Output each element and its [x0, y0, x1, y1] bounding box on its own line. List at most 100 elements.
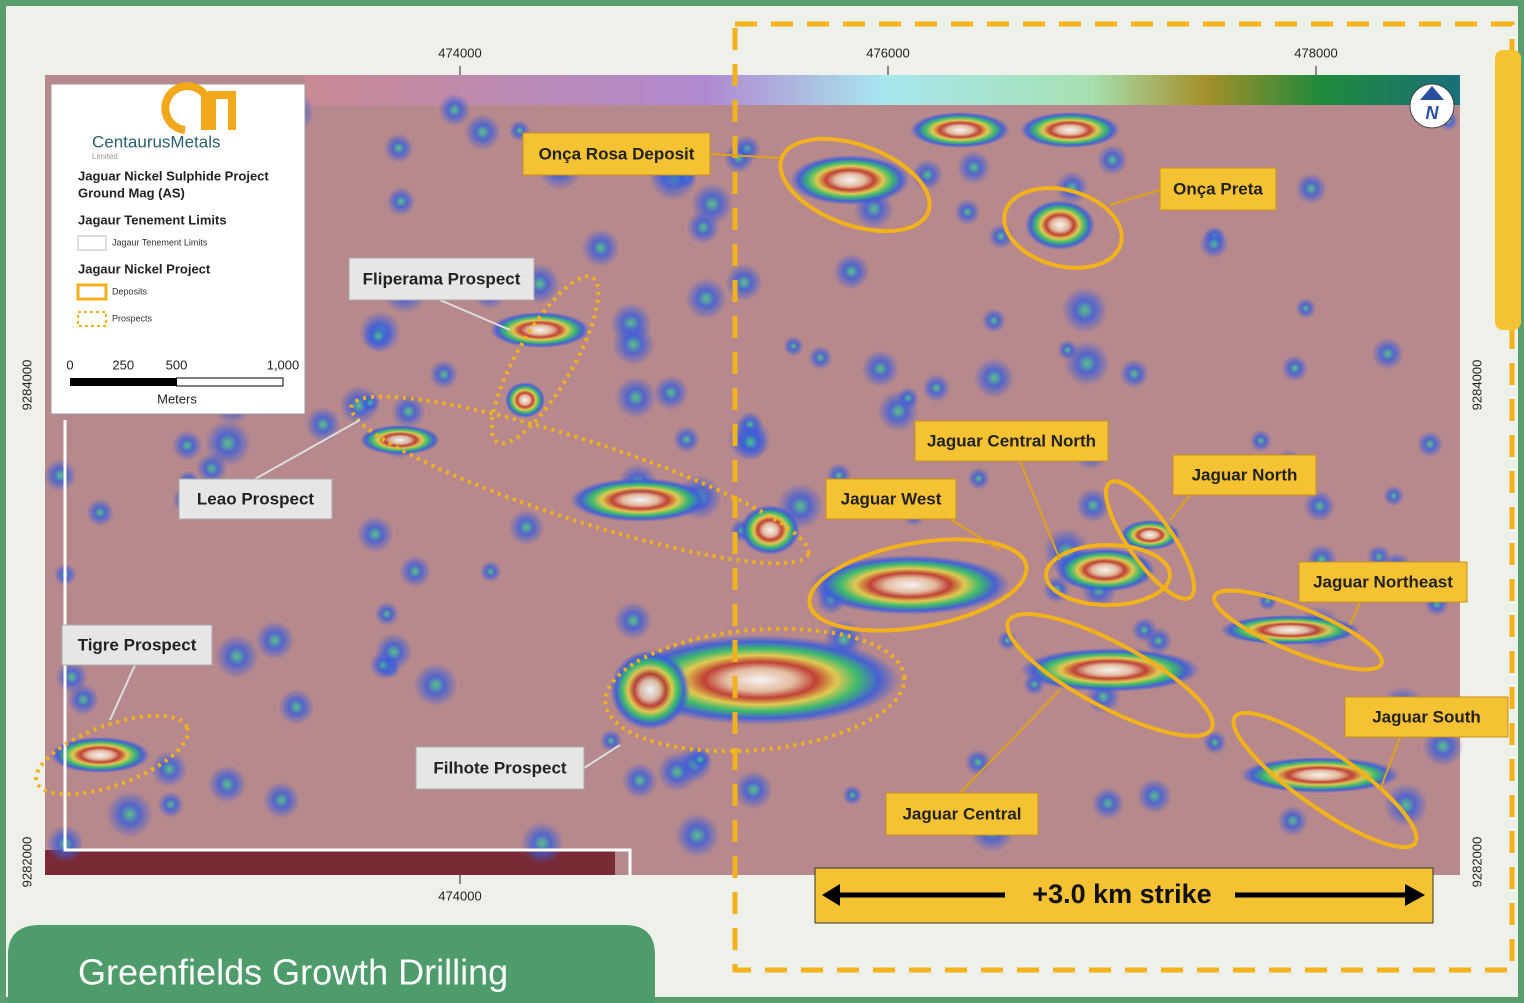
logo-mark — [161, 82, 236, 134]
legend-item: Prospects — [112, 313, 153, 323]
scale-tick-label: 500 — [166, 357, 188, 372]
scale-tick-label: 0 — [66, 357, 73, 372]
strike-text: +3.0 km strike — [1032, 879, 1211, 909]
anomaly — [653, 375, 689, 411]
coordinate-label: 9282000 — [19, 837, 34, 888]
anomaly — [383, 133, 414, 164]
label-box — [1344, 696, 1509, 738]
label-box — [825, 478, 957, 520]
anomaly — [570, 478, 710, 522]
north-arrow-head — [1420, 86, 1444, 100]
label-box — [61, 624, 213, 666]
north-arrow — [1409, 83, 1455, 129]
label-text: Jaguar West — [841, 489, 942, 508]
anomaly — [688, 747, 712, 771]
anomaly — [1240, 757, 1400, 793]
scale-tick-label: 1,000 — [267, 357, 300, 372]
anomaly — [613, 601, 653, 640]
prospect-outline — [349, 394, 811, 566]
label-box — [415, 746, 585, 790]
leader-line — [1349, 601, 1361, 626]
label-box — [1172, 454, 1317, 496]
anomaly — [479, 560, 502, 583]
leader-line — [1379, 736, 1401, 791]
anomaly — [1220, 615, 1360, 645]
logo-sub: Limited — [92, 152, 118, 161]
anomaly — [1202, 730, 1227, 755]
legend-swatch — [77, 311, 107, 327]
anomaly — [1295, 298, 1317, 319]
legend-item: Jagaur Tenement Limits — [112, 237, 208, 247]
anomaly — [195, 452, 228, 485]
anomaly — [1295, 172, 1327, 205]
anomaly — [214, 634, 259, 679]
coordinate-label: 474000 — [438, 45, 481, 60]
footer-text: Greenfields Growth Drilling — [78, 952, 508, 993]
anomaly — [725, 263, 763, 302]
anomaly — [896, 386, 920, 410]
labels: Onça Rosa Deposit Onça Preta Fliperama Pro… — [61, 132, 1509, 836]
anomaly — [1057, 339, 1078, 361]
anomaly — [43, 458, 77, 492]
anomaly — [359, 392, 381, 413]
anomaly — [1416, 430, 1444, 458]
anomaly — [620, 635, 900, 725]
anomaly — [374, 632, 413, 671]
anomaly — [833, 253, 870, 290]
anomaly — [657, 751, 698, 792]
scale-unit: Meters — [157, 391, 197, 406]
coordinate-label: 9284000 — [19, 360, 34, 411]
prospect-outline — [489, 274, 601, 446]
anomaly — [808, 345, 833, 370]
leader-line — [439, 299, 511, 331]
anomaly — [360, 425, 440, 455]
leader-line — [1109, 189, 1161, 206]
prospect-outline — [603, 626, 907, 754]
deposit-outline — [1044, 543, 1172, 607]
leader-line — [949, 518, 1001, 551]
leader-line — [254, 419, 361, 480]
anomaly — [740, 505, 800, 555]
anomaly — [106, 790, 154, 838]
anomaly — [956, 150, 991, 185]
deposit-outline — [1231, 710, 1419, 850]
anomaly — [612, 322, 655, 366]
label-text: Fliperama Prospect — [363, 269, 521, 288]
anomaly — [685, 277, 728, 320]
anomaly — [1120, 520, 1180, 550]
anomaly — [1119, 358, 1150, 389]
label-box — [885, 792, 1039, 836]
anomaly — [171, 430, 203, 461]
scale-black — [70, 378, 177, 386]
anomaly — [674, 812, 720, 858]
anomaly — [723, 143, 754, 174]
anomaly — [1199, 228, 1229, 259]
anomaly — [733, 424, 769, 461]
anomaly — [973, 357, 1015, 399]
north-label: N — [1426, 103, 1440, 123]
deposit-outline — [807, 537, 1029, 633]
strike-arrow-head — [1405, 884, 1425, 906]
label-text: Jaguar South — [1372, 707, 1481, 726]
legend-heading: Jagaur Tenement Limits — [78, 212, 227, 227]
anomaly — [1277, 805, 1309, 837]
anomaly — [1025, 200, 1095, 250]
anomaly — [438, 93, 471, 127]
anomaly — [1249, 429, 1273, 453]
anomaly — [954, 198, 981, 226]
deposit-outline — [1103, 479, 1197, 601]
label-box — [522, 132, 711, 176]
label-text: Jaguar Central — [902, 804, 1021, 823]
anomaly — [490, 312, 590, 348]
anomaly — [610, 650, 690, 730]
anomaly — [520, 821, 564, 865]
legend-subtitle: Ground Mag (AS) — [78, 185, 185, 200]
outlines — [778, 136, 1419, 850]
anomaly — [997, 630, 1018, 651]
anomaly — [278, 688, 315, 726]
label-box — [1298, 561, 1468, 603]
prospect-outlines — [34, 274, 907, 797]
anomaly — [1075, 488, 1111, 523]
color-bar-bottom — [45, 850, 615, 875]
anomaly — [733, 770, 773, 810]
